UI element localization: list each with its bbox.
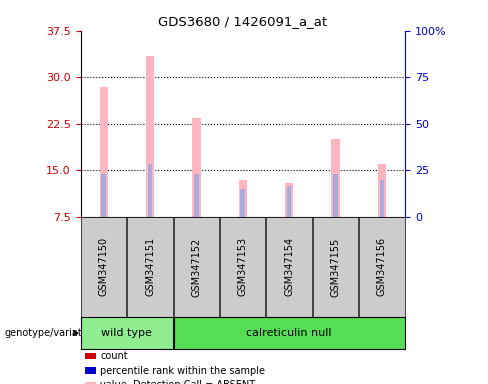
Text: GSM347152: GSM347152 bbox=[191, 237, 202, 296]
Text: value, Detection Call = ABSENT: value, Detection Call = ABSENT bbox=[100, 380, 255, 384]
Bar bbox=[287, 186, 291, 217]
Text: genotype/variation: genotype/variation bbox=[5, 328, 98, 338]
Text: GSM347156: GSM347156 bbox=[377, 237, 387, 296]
Text: GSM347154: GSM347154 bbox=[284, 237, 294, 296]
Bar bbox=[378, 164, 386, 217]
Bar bbox=[100, 87, 108, 217]
Text: GSM347151: GSM347151 bbox=[145, 237, 155, 296]
Bar bbox=[285, 183, 293, 217]
Text: GSM347153: GSM347153 bbox=[238, 237, 248, 296]
Text: GSM347155: GSM347155 bbox=[330, 237, 341, 296]
Bar bbox=[331, 139, 340, 217]
Text: percentile rank within the sample: percentile rank within the sample bbox=[100, 366, 265, 376]
Bar bbox=[239, 180, 247, 217]
Bar bbox=[148, 164, 152, 217]
Text: count: count bbox=[100, 351, 128, 361]
Title: GDS3680 / 1426091_a_at: GDS3680 / 1426091_a_at bbox=[158, 15, 327, 28]
Bar bbox=[333, 174, 338, 217]
Text: GSM347150: GSM347150 bbox=[99, 237, 109, 296]
Text: calreticulin null: calreticulin null bbox=[246, 328, 332, 338]
Text: wild type: wild type bbox=[102, 328, 152, 338]
Bar bbox=[194, 174, 199, 217]
Bar bbox=[146, 56, 154, 217]
Bar bbox=[192, 118, 201, 217]
Bar bbox=[241, 189, 245, 217]
Bar bbox=[380, 180, 384, 217]
Bar bbox=[102, 174, 106, 217]
